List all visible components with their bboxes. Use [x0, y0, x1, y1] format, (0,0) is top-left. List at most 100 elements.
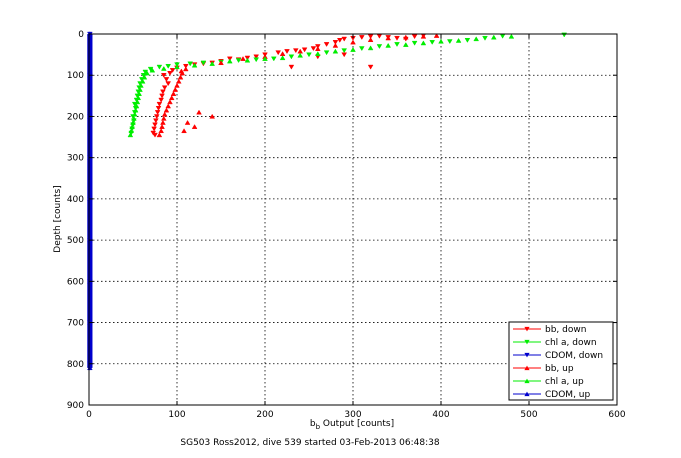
data-point	[136, 91, 142, 96]
data-point	[172, 86, 179, 92]
data-point	[144, 70, 150, 76]
data-point	[153, 118, 159, 124]
axis-ticks: 0 100 200 300 400 500 600 0 100 200 300 400 500 600 70…	[67, 30, 626, 420]
data-point	[160, 115, 167, 121]
data-point	[402, 34, 409, 40]
data-point	[411, 40, 418, 46]
data-point	[297, 52, 304, 58]
x-tick-label: 100	[168, 410, 185, 420]
data-point	[155, 106, 162, 111]
data-point	[464, 38, 471, 43]
data-point	[161, 85, 168, 91]
x-tick-label: 200	[256, 410, 273, 420]
data-point	[314, 46, 321, 52]
caption: SG503 Ross2012, dive 539 started 03-Feb-…	[180, 438, 439, 448]
data-point	[141, 74, 148, 80]
data-point	[332, 42, 339, 48]
y-tick-label: 200	[67, 112, 84, 122]
x-tick-label: 600	[608, 410, 625, 420]
data-point	[182, 66, 189, 72]
data-point	[394, 42, 400, 47]
data-point	[133, 103, 140, 109]
data-point	[332, 48, 339, 54]
data-point	[196, 109, 202, 115]
legend-label: chl a, up	[545, 377, 584, 387]
data-point	[160, 65, 167, 71]
data-point	[127, 132, 134, 138]
data-point	[138, 82, 144, 88]
data-point	[341, 48, 348, 54]
data-point	[341, 36, 348, 42]
data-point	[323, 50, 330, 56]
data-point	[226, 58, 233, 64]
data-point	[161, 111, 168, 117]
data-point	[128, 128, 135, 134]
legend-label: chl a, down	[545, 338, 597, 348]
data-point	[131, 115, 137, 121]
data-point	[438, 38, 444, 44]
series-bb-down	[150, 33, 427, 138]
y-tick-label: 600	[67, 277, 84, 287]
data-point	[235, 58, 242, 64]
data-point	[262, 56, 268, 61]
data-point	[167, 70, 173, 76]
data-point	[482, 35, 488, 41]
data-point	[270, 56, 277, 62]
grid-lines	[89, 34, 617, 405]
y-tick-label: 400	[67, 195, 84, 205]
legend-marker	[524, 326, 530, 332]
data-point	[402, 42, 409, 47]
data-point	[165, 103, 172, 109]
data-point	[455, 37, 462, 43]
data-point	[385, 35, 392, 41]
data-point	[158, 128, 164, 134]
data-point	[131, 111, 138, 117]
data-point	[160, 89, 166, 95]
data-point	[165, 81, 172, 87]
data-point	[244, 57, 251, 63]
data-point	[429, 40, 436, 45]
data-point	[187, 61, 194, 67]
data-point	[169, 68, 176, 73]
data-point	[130, 119, 136, 125]
data-point	[385, 42, 392, 48]
data-point	[279, 55, 286, 61]
data-point	[159, 93, 165, 99]
data-point	[323, 42, 330, 47]
data-point	[367, 64, 374, 70]
data-point	[433, 32, 440, 38]
data-point	[275, 50, 282, 56]
data-point	[240, 56, 246, 61]
data-point	[367, 45, 374, 51]
x-tick-label: 500	[520, 410, 537, 420]
data-point	[152, 132, 158, 138]
data-point	[253, 54, 260, 60]
data-point	[184, 119, 191, 125]
y-tick-label: 900	[67, 401, 84, 411]
series-bb-up	[156, 32, 440, 138]
data-point	[149, 67, 156, 73]
data-point	[139, 78, 146, 84]
data-point	[165, 63, 172, 69]
data-point	[209, 61, 216, 66]
data-point	[253, 57, 260, 63]
data-point	[446, 39, 453, 45]
y-tick-label: 0	[78, 30, 84, 40]
y-axis-label: Depth [counts]	[53, 185, 63, 252]
data-point	[129, 124, 135, 129]
data-point	[191, 124, 198, 129]
y-tick-label: 100	[67, 71, 84, 81]
x-axis-label: bb Output [counts]	[310, 419, 394, 431]
data-point	[163, 77, 170, 82]
legend-marker	[524, 378, 530, 384]
data-series	[87, 31, 568, 371]
legend-label: bb, down	[545, 325, 586, 335]
data-point	[156, 64, 163, 70]
data-point	[154, 110, 161, 115]
data-point	[490, 34, 497, 40]
x-tick-label: 0	[86, 410, 92, 420]
data-point	[175, 78, 182, 84]
legend-marker	[524, 391, 530, 397]
